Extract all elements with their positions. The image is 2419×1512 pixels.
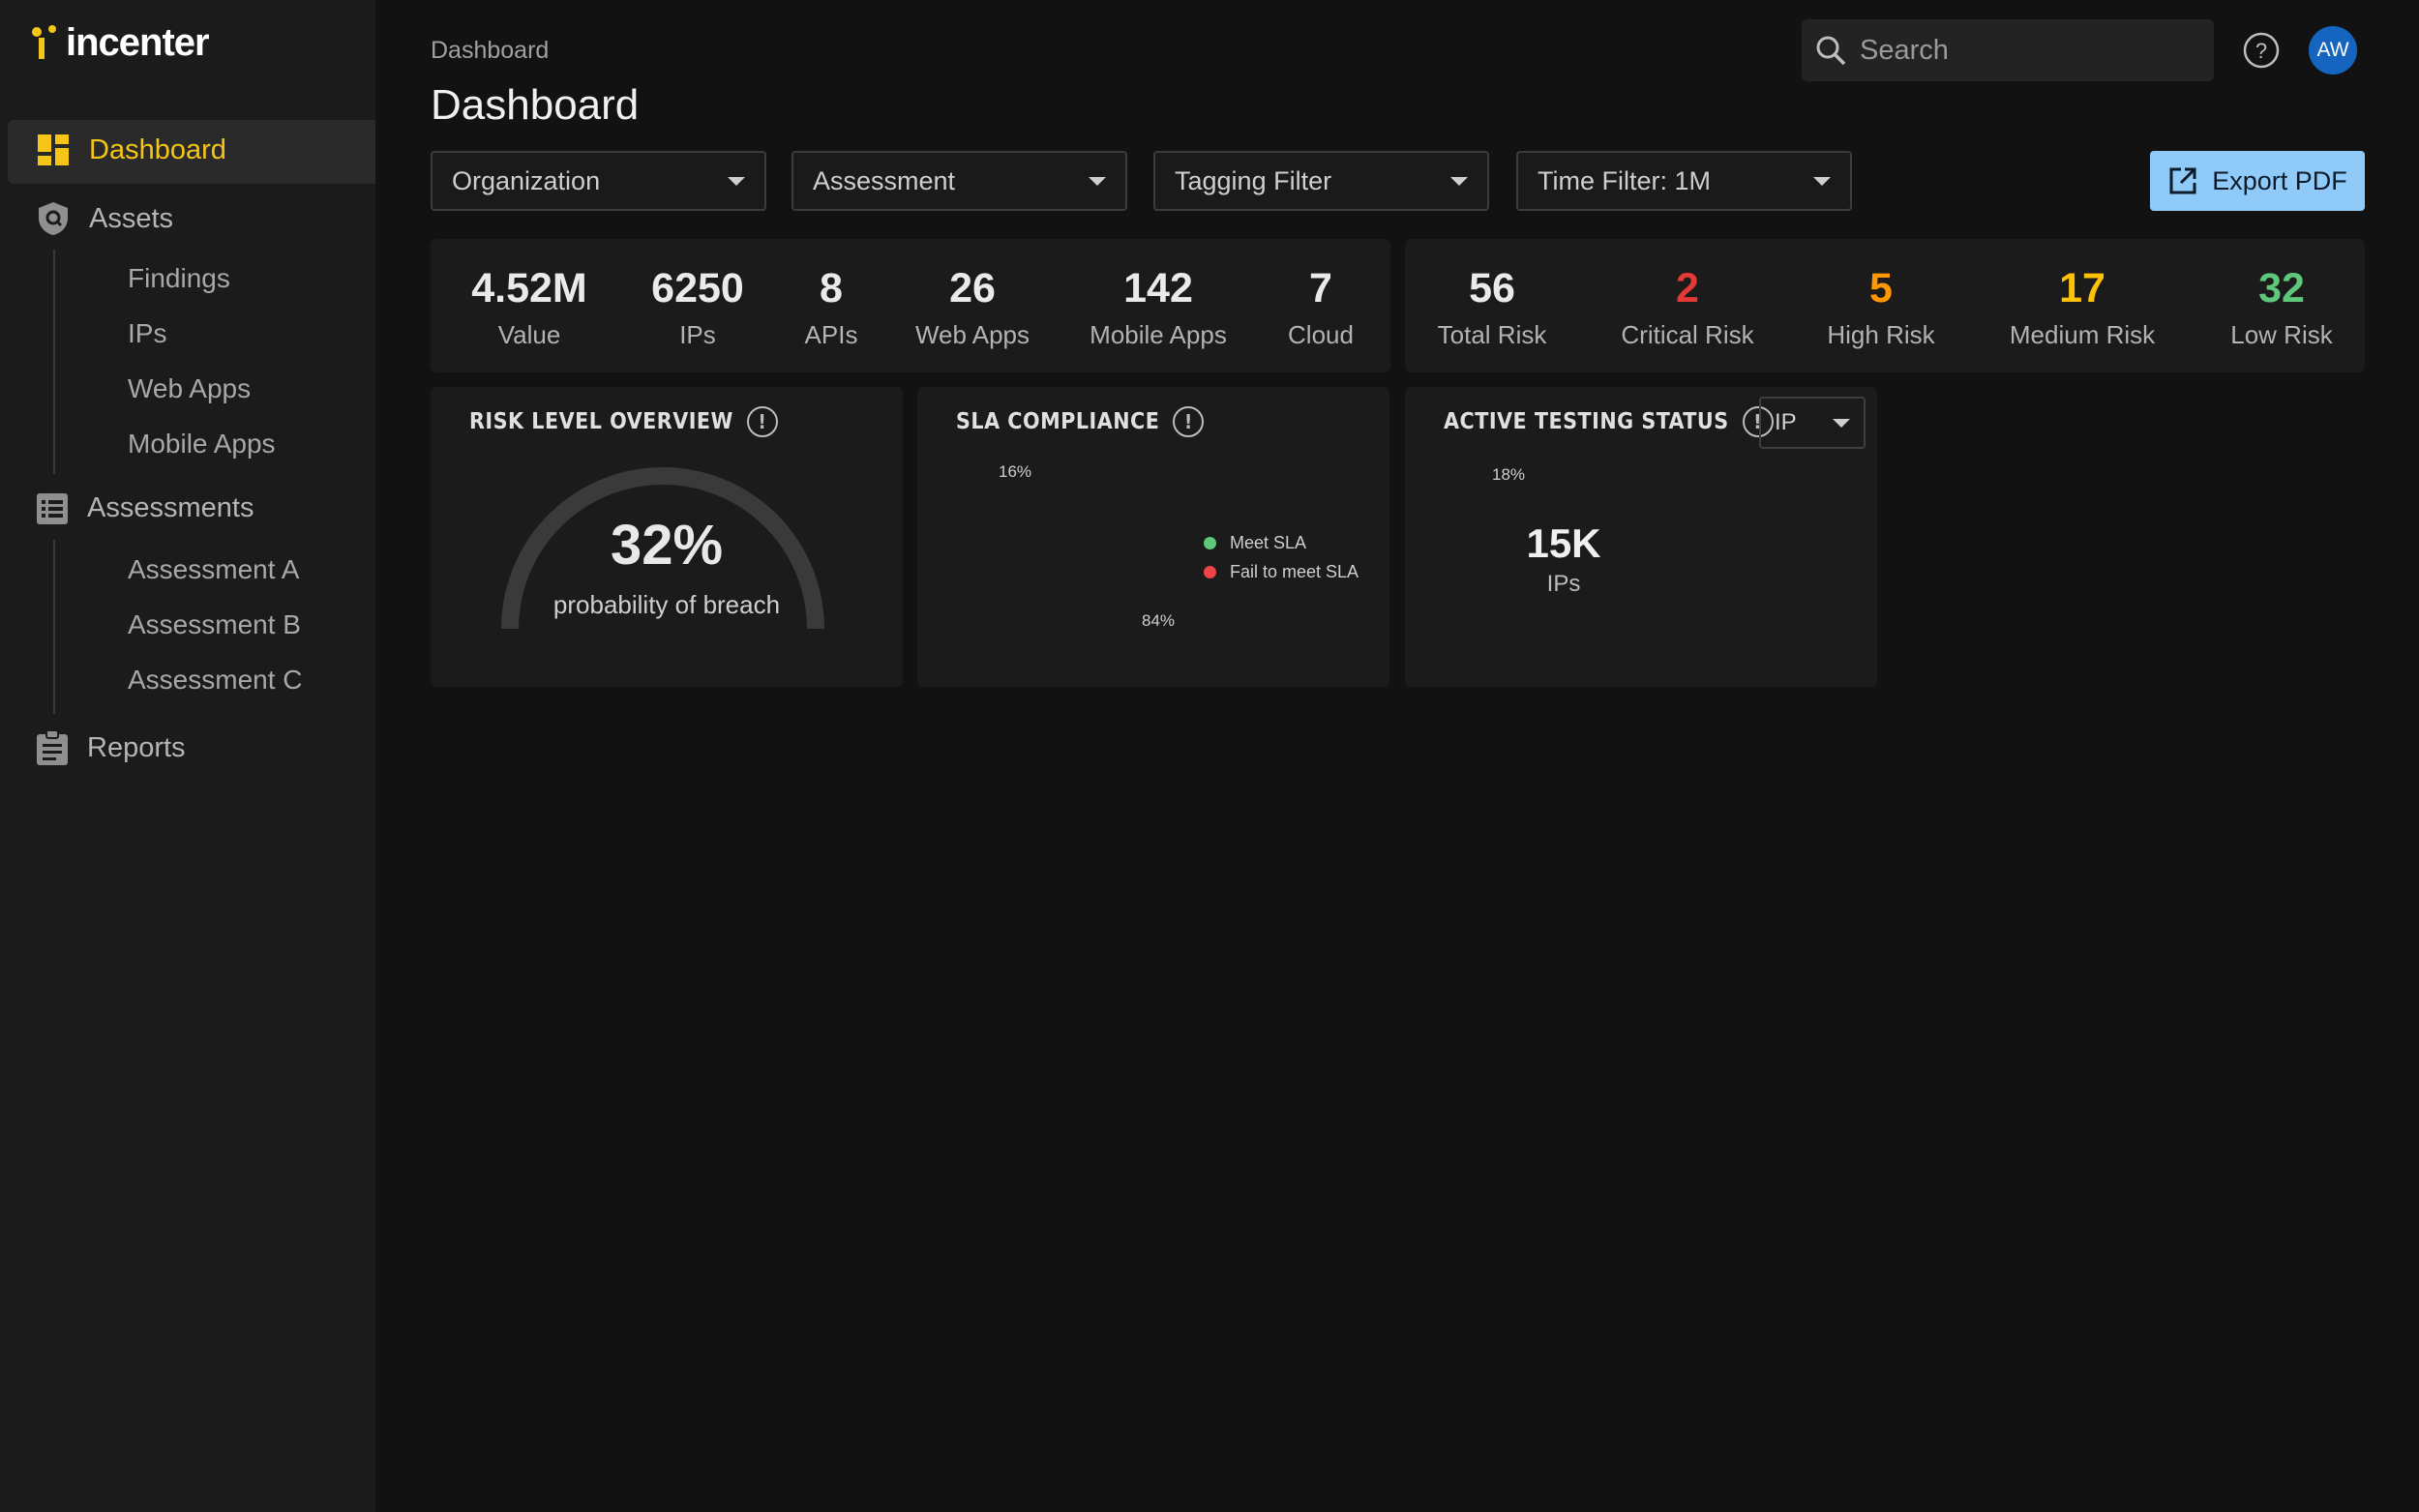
card-title: SLA COMPLIANCE! (956, 406, 1205, 437)
sla-legend: Meet SLA Fail to meet SLA (1204, 528, 1359, 586)
time-filter-dropdown[interactable]: Time Filter: 1M (1516, 151, 1852, 211)
sla-meet-pct: 84% (1142, 611, 1176, 630)
search-icon (1816, 36, 1846, 66)
active-testing-card: ACTIVE TESTING STATUS! IP 15K IPs 18% (1405, 387, 1877, 687)
export-pdf-button[interactable]: Export PDF (2150, 151, 2365, 211)
risk-stats-card: 56 Total Risk 2 Critical Risk 5 High Risk 1… (1405, 239, 2365, 372)
help-icon[interactable]: ? (2243, 32, 2280, 69)
sidebar-item-assets[interactable]: Assets (37, 201, 173, 236)
sidebar-item-label: Assets (89, 202, 174, 234)
stat-apis: 8 APIs (804, 265, 858, 349)
sidebar-sub-findings[interactable]: Findings (128, 263, 230, 293)
sidebar-sub-assessment-b[interactable]: Assessment B (128, 609, 301, 639)
stat-cloud: 7 Cloud (1288, 265, 1354, 349)
svg-text:?: ? (2255, 39, 2267, 63)
sidebar-item-reports[interactable]: Reports (37, 730, 186, 765)
sidebar-sub-web-apps[interactable]: Web Apps (128, 373, 252, 403)
shield-icon (39, 202, 68, 235)
caret-down-icon (1450, 176, 1468, 186)
page-title: Dashboard (431, 81, 640, 129)
dropdown-value: Assessment (813, 165, 956, 195)
assessment-dropdown[interactable]: Assessment (791, 151, 1127, 211)
main-content: Dashboard Dashboard ? AW Organization As… (375, 0, 2419, 1512)
card-title: RISK LEVEL OVERVIEW! (469, 406, 778, 437)
stat-total-risk: 56 Total Risk (1437, 265, 1547, 349)
sidebar: incenter Dashboard Assets Findings IPs W… (0, 0, 375, 1512)
dropdown-value: Time Filter: 1M (1538, 165, 1712, 195)
stat-ips: 6250 IPs (651, 265, 744, 349)
sidebar-item-dashboard[interactable]: Dashboard (37, 133, 226, 166)
avatar[interactable]: AW (2309, 26, 2357, 74)
info-icon[interactable]: ! (1173, 406, 1205, 437)
stat-medium-risk: 17 Medium Risk (2009, 265, 2156, 349)
info-icon[interactable]: ! (1742, 406, 1774, 437)
sidebar-item-label: Assessments (87, 492, 254, 523)
dropdown-value: Tagging Filter (1175, 165, 1332, 195)
sla-fail-pct: 16% (999, 462, 1032, 481)
export-label: Export PDF (2212, 165, 2347, 195)
card-title: ACTIVE TESTING STATUS! (1444, 406, 1774, 437)
sidebar-item-label: Dashboard (89, 133, 226, 165)
info-icon[interactable]: ! (746, 406, 778, 437)
risk-level-card: RISK LEVEL OVERVIEW! 32% probability of … (431, 387, 903, 687)
logo[interactable]: incenter (29, 21, 210, 65)
caret-down-icon (1813, 176, 1831, 186)
risk-gauge (501, 467, 824, 630)
caret-down-icon (728, 176, 745, 186)
logo-mark-icon (32, 24, 56, 59)
search-box[interactable] (1802, 19, 2214, 81)
sidebar-item-assessments[interactable]: Assessments (37, 492, 254, 524)
caret-down-icon (1833, 418, 1850, 428)
search-input[interactable] (1860, 34, 2208, 67)
asset-type-select[interactable]: IP (1759, 397, 1866, 449)
stat-low-risk: 32 Low Risk (2230, 265, 2333, 349)
breadcrumb[interactable]: Dashboard (431, 37, 550, 64)
risk-caption: probability of breach (552, 590, 781, 619)
dashboard-icon (38, 134, 69, 165)
sidebar-sub-ips[interactable]: IPs (128, 318, 167, 348)
tagging-filter-dropdown[interactable]: Tagging Filter (1153, 151, 1489, 211)
testing-center-value: 15K (1526, 520, 1601, 566)
sidebar-sub-mobile-apps[interactable]: Mobile Apps (128, 429, 276, 459)
risk-value: 32% (610, 514, 724, 577)
stat-critical-risk: 2 Critical Risk (1621, 265, 1754, 349)
legend-item: Fail to meet SLA (1204, 557, 1359, 586)
sidebar-item-label: Reports (87, 731, 186, 763)
sla-card: SLA COMPLIANCE! 16% 84% Meet SLA Fail to… (917, 387, 1389, 687)
organization-dropdown[interactable]: Organization (431, 151, 766, 211)
nav-active-bg (8, 120, 375, 184)
sla-donut (985, 469, 1159, 643)
legend-item: Meet SLA (1204, 528, 1359, 557)
logo-text: incenter (66, 21, 210, 64)
caret-down-icon (1089, 176, 1106, 186)
tree-line (53, 540, 55, 714)
tree-line (53, 250, 55, 474)
stat-value: 4.52M Value (471, 265, 587, 349)
testing-down-pct: 18% (1492, 465, 1526, 484)
dropdown-value: Organization (452, 165, 601, 195)
sidebar-sub-assessment-a[interactable]: Assessment A (128, 554, 300, 584)
stat-high-risk: 5 High Risk (1827, 265, 1935, 349)
stat-web-apps: 26 Web Apps (914, 265, 1030, 349)
asset-stats-card: 4.52M Value 6250 IPs 8 APIs 26 Web Apps 142 M… (431, 239, 1390, 372)
testing-center-label: IPs (1546, 571, 1581, 597)
clipboard-icon (37, 730, 68, 765)
sidebar-sub-assessment-c[interactable]: Assessment C (128, 665, 303, 695)
external-link-icon (2169, 167, 2196, 194)
list-icon (37, 492, 68, 524)
stat-mobile-apps: 142 Mobile Apps (1090, 265, 1227, 349)
